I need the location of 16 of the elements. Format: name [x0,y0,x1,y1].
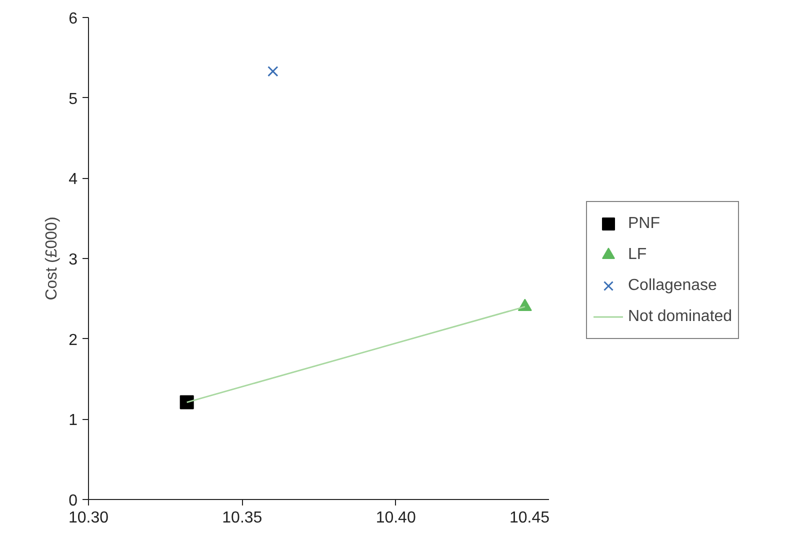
y-axis-title: Cost (£000) [44,216,61,300]
y-tick-label: 4 [68,171,78,188]
legend-label: LF [628,244,648,264]
legend-label: Not dominated [628,306,732,326]
x-tick-label: 10.30 [68,510,109,526]
y-tick-label: 1 [68,412,78,430]
x-tick-label: 10.35 [222,510,262,526]
y-tick-label: 2 [68,332,78,349]
y-tick-label: 5 [68,90,78,108]
x-tick-label: 10.40 [376,510,416,526]
y-tick-label: 0 [68,492,78,510]
legend-label: Collagenase [628,276,717,296]
x-tick-label: 10.45 [509,510,550,526]
y-tick-label: 3 [68,252,78,268]
legend-label: PNF [628,214,660,234]
y-tick-label: 6 [68,10,78,28]
